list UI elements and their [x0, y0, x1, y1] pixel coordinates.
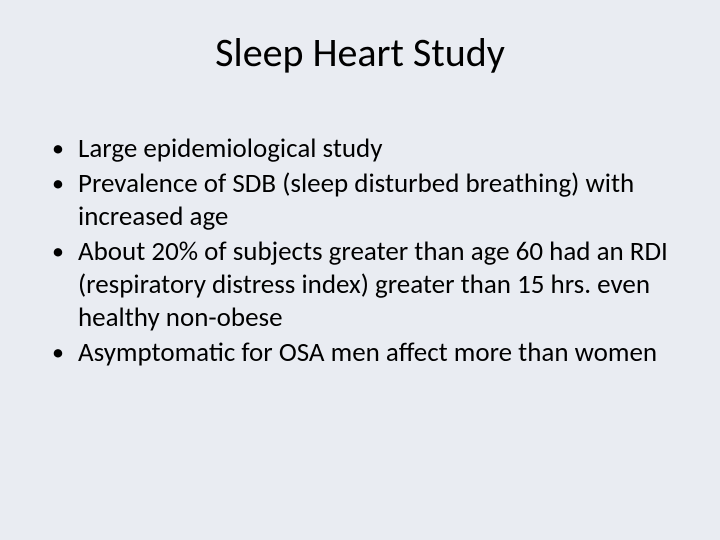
slide-container: Sleep Heart Study Large epidemiological … — [0, 0, 720, 540]
bullet-list: Large epidemiological study Prevalence o… — [40, 133, 680, 370]
bullet-item: Asymptomatic for OSA men affect more tha… — [50, 337, 680, 370]
slide-title: Sleep Heart Study — [40, 28, 680, 77]
bullet-item: Prevalence of SDB (sleep disturbed breat… — [50, 168, 680, 234]
bullet-item: About 20% of subjects greater than age 6… — [50, 236, 680, 335]
bullet-item: Large epidemiological study — [50, 133, 680, 166]
